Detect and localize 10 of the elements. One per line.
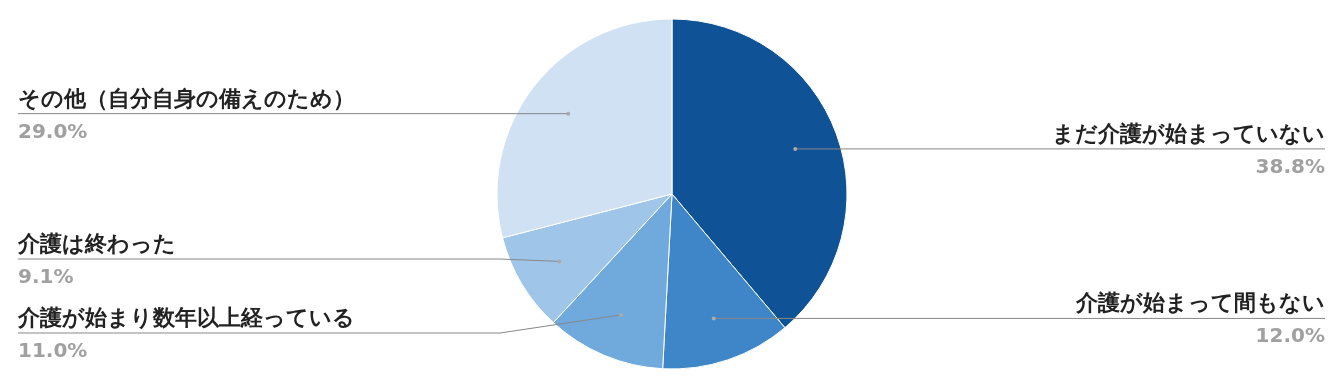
data-label: 11.0%: [18, 338, 88, 362]
data-label: 29.0%: [18, 118, 88, 143]
data-label: 38.8%: [1255, 153, 1325, 178]
slice-label: その他（自分自身の備えのため）: [18, 85, 355, 111]
data-label: 9.1%: [18, 264, 74, 288]
slice-label: まだ介護が始まっていない: [1052, 120, 1325, 146]
slice-label: 介護は終わった: [17, 231, 176, 256]
slice-label: 介護が始まり数年以上経っている: [17, 305, 355, 330]
slice-label: 介護が始まって間もない: [1075, 290, 1325, 316]
data-label: 12.0%: [1255, 323, 1325, 348]
